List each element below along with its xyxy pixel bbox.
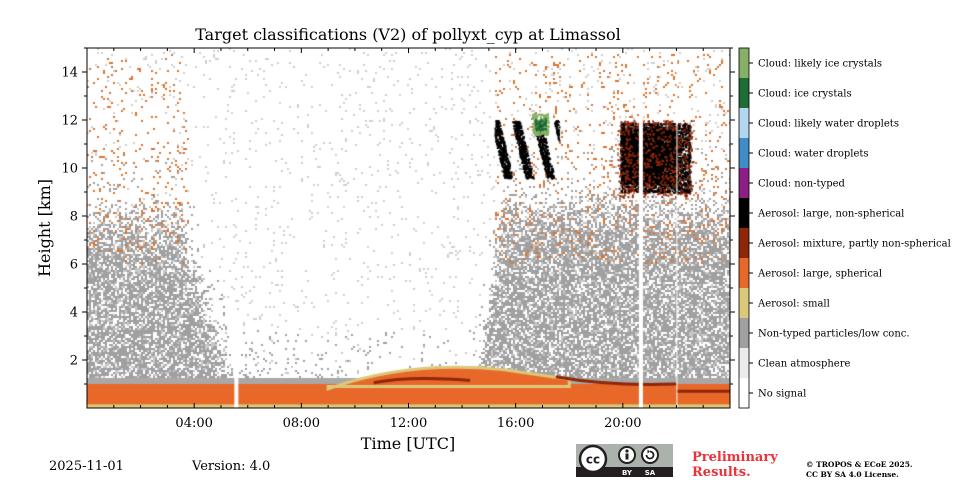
legend-label: Cloud: ice crystals (758, 89, 852, 100)
y-tick-label: 12 (61, 114, 78, 129)
attribution-icon (618, 446, 636, 464)
legend-swatch (739, 378, 749, 408)
legend-swatch (739, 138, 749, 168)
y-tick-label: 14 (61, 66, 78, 81)
badge-sa-text: SA (645, 469, 656, 477)
legend-label: Cloud: likely water droplets (758, 119, 899, 130)
chart-title: Target classifications (V2) of pollyxt_c… (195, 25, 621, 44)
cc-icon: cc (578, 444, 608, 474)
x-tick-label: 04:00 (175, 416, 212, 431)
legend-label: Aerosol: large, spherical (757, 269, 882, 280)
preliminary-label-line1: Preliminary (692, 450, 778, 465)
cc-icon-text: cc (586, 453, 600, 467)
badge-bottom-strip (576, 467, 673, 477)
legend-label: Aerosol: small (757, 299, 830, 310)
legend-label: No signal (758, 389, 806, 400)
preliminary-label-line2: Results. (692, 465, 751, 480)
legend-label: Cloud: non-typed (758, 179, 846, 190)
legend-swatch (739, 348, 749, 378)
date-label: 2025-11-01 (49, 459, 124, 474)
y-tick-label: 10 (61, 162, 78, 177)
y-tick-label: 6 (70, 258, 78, 273)
cc-license-badge: cc BY SA (576, 444, 673, 477)
legend-swatch (739, 228, 749, 258)
legend-swatch (739, 258, 749, 288)
legend-label: Non-typed particles/low conc. (758, 329, 910, 340)
heatmap-image (87, 48, 730, 408)
legend-swatch (739, 108, 749, 138)
x-tick-label: 08:00 (283, 416, 320, 431)
copyright-line1: © TROPOS & ECoE 2025. (806, 460, 913, 469)
x-axis: 04:00 08:00 12:00 16:00 20:00 (86, 48, 731, 431)
legend-swatch (739, 78, 749, 108)
x-tick-label: 12:00 (390, 416, 427, 431)
y-tick-label: 4 (70, 306, 78, 321)
legend-label: Cloud: likely ice crystals (758, 59, 882, 70)
legend-swatch (739, 318, 749, 348)
legend-swatch (739, 288, 749, 318)
y-tick-label: 8 (70, 210, 78, 225)
legend-label: Aerosol: mixture, partly non-spherical (757, 239, 951, 250)
x-tick-label: 20:00 (604, 416, 641, 431)
x-axis-label: Time [UTC] (361, 434, 455, 453)
legend-swatch (739, 198, 749, 228)
y-axis: 2 4 6 8 10 12 14 (61, 47, 735, 385)
y-tick-label: 2 (70, 354, 78, 369)
share-alike-icon (641, 446, 659, 464)
copyright-line2: CC BY SA 4.0 License. (806, 470, 899, 479)
version-label: Version: 4.0 (191, 459, 270, 474)
colorbar-frame (738, 47, 750, 409)
legend-label: Clean atmosphere (758, 359, 851, 370)
x-tick-label: 16:00 (497, 416, 534, 431)
legend-swatch (739, 48, 749, 78)
badge-by-text: BY (622, 469, 633, 477)
y-axis-label: Height [km] (35, 179, 54, 277)
legend-label: Aerosol: large, non-spherical (757, 209, 904, 220)
legend-swatch (739, 168, 749, 198)
plot-area (87, 48, 730, 408)
class-colorbar-legend: No signal Clean atmosphere Non-typed parti… (738, 47, 951, 409)
legend-label: Cloud: water droplets (758, 149, 869, 160)
